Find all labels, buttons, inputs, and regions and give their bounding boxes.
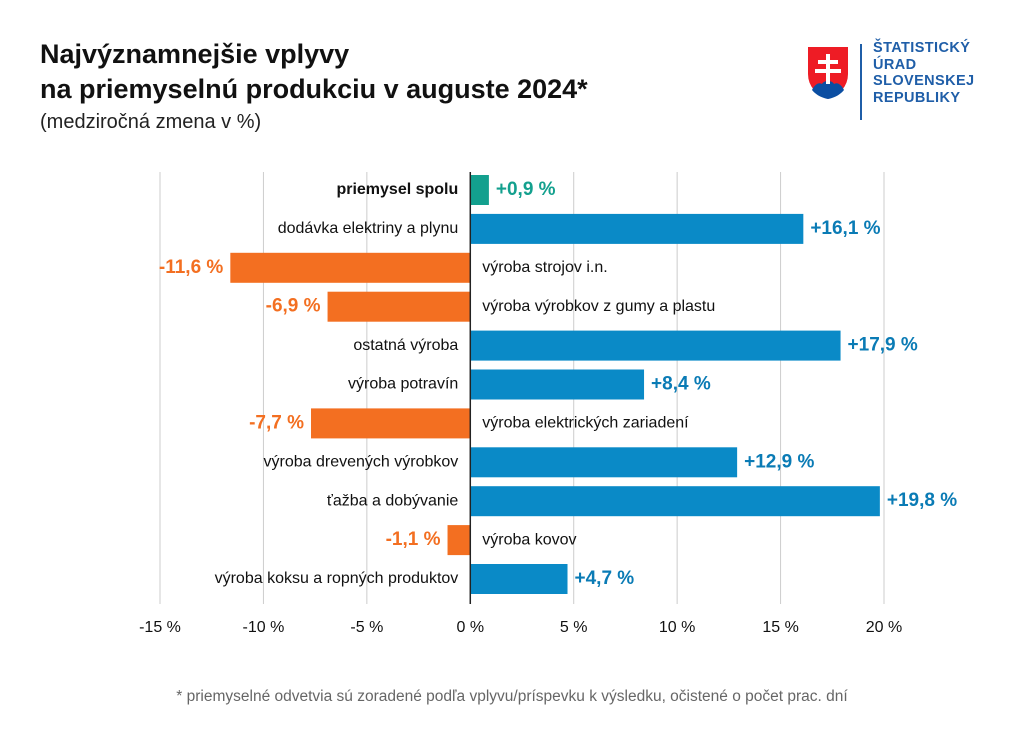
bar bbox=[447, 525, 471, 556]
logo-line-3: SLOVENSKEJ bbox=[873, 73, 975, 89]
category-label: výroba potravín bbox=[348, 376, 458, 393]
bar bbox=[470, 486, 880, 517]
value-label: -7,7 % bbox=[249, 412, 304, 433]
bar bbox=[327, 291, 471, 322]
value-label: -11,6 % bbox=[159, 257, 224, 278]
bar bbox=[311, 408, 471, 439]
x-tick-label: 0 % bbox=[456, 619, 484, 636]
category-label: výroba elektrických zariadení bbox=[482, 415, 689, 432]
category-label: dodávka elektriny a plynu bbox=[278, 220, 459, 237]
logo-line-2: ÚRAD bbox=[873, 56, 917, 73]
bar bbox=[470, 213, 804, 244]
bar bbox=[470, 369, 645, 400]
chart-title: Najvýznamnejšie vplyvy na priemyselnú pr… bbox=[40, 37, 588, 107]
bar bbox=[470, 564, 568, 594]
logo-line-1: ŠTATISTICKÝ bbox=[873, 40, 971, 56]
x-tick-label: -5 % bbox=[350, 619, 383, 636]
category-label: priemysel spolu bbox=[336, 181, 458, 198]
bar bbox=[230, 252, 471, 283]
x-tick-label: 5 % bbox=[560, 619, 588, 636]
bar bbox=[470, 447, 738, 478]
logo-divider bbox=[860, 44, 862, 120]
bar bbox=[470, 330, 841, 361]
x-tick-label: -15 % bbox=[139, 619, 181, 636]
category-label: výroba kovov bbox=[482, 531, 576, 548]
bar bbox=[470, 175, 489, 205]
logo-text: ŠTATISTICKÝ ÚRAD SLOVENSKEJ REPUBLIKY bbox=[873, 40, 975, 106]
value-label: -6,9 % bbox=[266, 296, 321, 317]
category-label: ťažba a dobývanie bbox=[327, 492, 459, 509]
logo-line-4: REPUBLIKY bbox=[873, 89, 961, 106]
value-label: +8,4 % bbox=[651, 374, 711, 395]
value-label: +12,9 % bbox=[744, 451, 814, 472]
category-label: výroba koksu a ropných produktov bbox=[215, 570, 459, 587]
value-label: +4,7 % bbox=[575, 568, 635, 589]
x-tick-label: 10 % bbox=[659, 619, 695, 636]
category-label: výroba drevených výrobkov bbox=[264, 454, 459, 471]
x-tick-label: 15 % bbox=[762, 619, 798, 636]
x-tick-label: 20 % bbox=[866, 619, 902, 636]
category-label: výroba výrobkov z gumy a plastu bbox=[482, 298, 715, 315]
value-label: -1,1 % bbox=[386, 529, 441, 550]
susr-logo: ŠTATISTICKÝ ÚRAD SLOVENSKEJ REPUBLIKY bbox=[805, 40, 995, 122]
value-label: +19,8 % bbox=[887, 490, 957, 511]
category-label: výroba strojov i.n. bbox=[482, 259, 607, 276]
slovak-coat-of-arms-icon bbox=[806, 45, 850, 102]
x-tick-label: -10 % bbox=[243, 619, 285, 636]
value-label: +16,1 % bbox=[810, 218, 880, 239]
chart-subtitle: (medziročná zmena v %) bbox=[40, 111, 262, 133]
title-line-2: na priemyselnú produkciu v auguste 2024* bbox=[40, 74, 588, 104]
footnote: * priemyselné odvetvia sú zoradené podľa… bbox=[176, 688, 848, 705]
title-line-1: Najvýznamnejšie vplyvy bbox=[40, 39, 350, 69]
value-label: +0,9 % bbox=[496, 179, 556, 200]
value-label: +17,9 % bbox=[848, 335, 918, 356]
category-label: ostatná výroba bbox=[353, 337, 458, 354]
